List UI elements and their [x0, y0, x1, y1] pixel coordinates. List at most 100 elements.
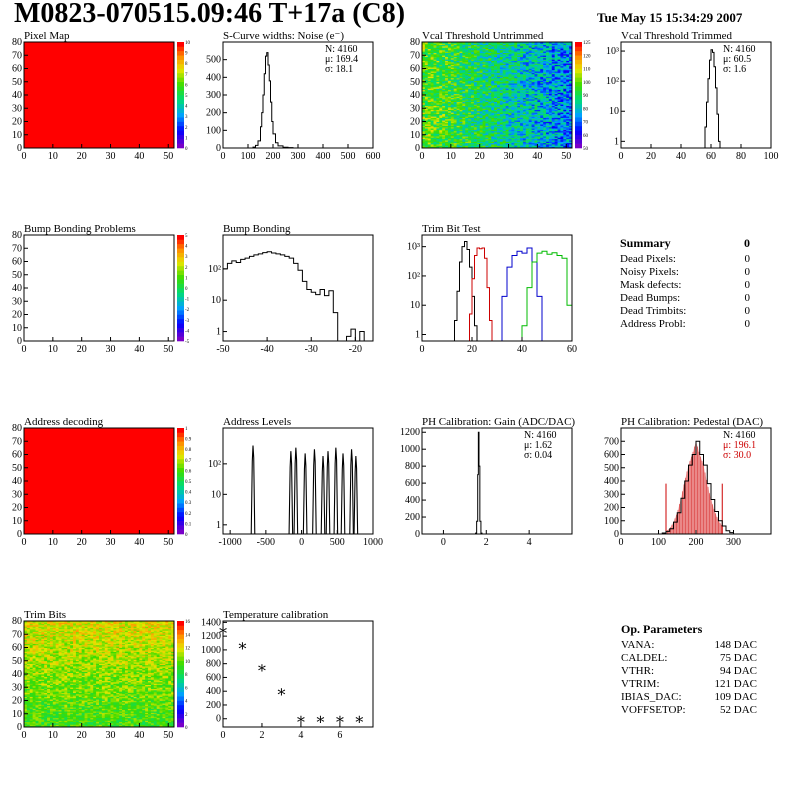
- x-tick-label: 0: [441, 537, 446, 548]
- colorbar-segment: [575, 95, 582, 100]
- y-tick-label: 10: [410, 130, 420, 141]
- x-tick-label: 200: [266, 151, 281, 162]
- date-stamp: Tue May 15 15:34:29 2007: [597, 10, 742, 26]
- chart-title: Pixel Map: [24, 30, 70, 42]
- colorbar-segment: [575, 108, 582, 113]
- colorbar-label: 3: [185, 255, 188, 260]
- y-tick-label: 70: [12, 436, 22, 447]
- colorbar-label: 9: [185, 52, 188, 57]
- colorbar-segment: [177, 91, 184, 96]
- colorbar-label: 0: [185, 147, 188, 152]
- series-peak: [313, 449, 317, 534]
- y-tick-label: 70: [12, 50, 22, 61]
- x-tick-label: 20: [77, 151, 87, 162]
- x-tick-label: 20: [646, 151, 656, 162]
- series-peak: [294, 448, 298, 534]
- x-tick-label: 20: [77, 344, 87, 355]
- colorbar-segment: [177, 266, 184, 271]
- series-peak: [251, 445, 255, 534]
- colorbar-segment: [177, 139, 184, 144]
- colorbar-label: 120: [583, 54, 591, 59]
- colorbar-segment: [177, 64, 184, 69]
- x-tick-label: 500: [341, 151, 356, 162]
- x-tick-label: 50: [561, 151, 571, 162]
- colorbar-segment: [177, 428, 184, 433]
- colorbar-segment: [177, 117, 184, 122]
- series-line: [517, 251, 572, 341]
- colorbar-label: 80: [583, 107, 589, 112]
- colorbar-label: 125: [583, 41, 591, 46]
- y-tick-label: 10³: [407, 242, 420, 253]
- series-peak: [321, 456, 325, 534]
- colorbar-label: 60: [583, 134, 589, 139]
- colorbar-segment: [575, 104, 582, 109]
- x-tick-label: 0: [221, 151, 226, 162]
- x-tick-label: 30: [106, 537, 116, 548]
- colorbar-label: 0.8: [185, 448, 192, 453]
- colorbar-segment: [177, 122, 184, 127]
- x-tick-label: 300: [726, 537, 741, 548]
- x-tick-label: 100: [764, 151, 779, 162]
- stats-text: σ: 18.1: [325, 64, 353, 75]
- y-tick-label: 0: [17, 336, 22, 347]
- colorbar-segment: [575, 77, 582, 82]
- x-tick-label: 10: [446, 151, 456, 162]
- y-tick-label: 60: [410, 64, 420, 75]
- x-tick-label: 0: [619, 151, 624, 162]
- colorbar-segment: [575, 126, 582, 131]
- colorbar-segment: [177, 135, 184, 140]
- colorbar-segment: [177, 319, 184, 324]
- y-tick-label: 10²: [407, 271, 420, 282]
- series-line: [475, 432, 483, 534]
- colorbar-label: 3: [185, 115, 188, 120]
- colorbar-label: 4: [185, 245, 188, 250]
- colorbar-segment: [177, 253, 184, 258]
- x-tick-label: 0: [619, 537, 624, 548]
- colorbar-segment: [177, 51, 184, 56]
- plot-frame: [223, 235, 373, 341]
- colorbar-segment: [177, 292, 184, 297]
- y-tick-label: 40: [12, 283, 22, 294]
- colorbar-segment: [575, 51, 582, 56]
- colorbar-label: -1: [185, 298, 190, 303]
- colorbar-segment: [177, 288, 184, 293]
- y-tick-label: 0: [614, 529, 619, 540]
- x-tick-label: 0: [299, 537, 304, 548]
- chart-title: Address Levels: [223, 416, 291, 428]
- heatmap-cells: [24, 428, 174, 534]
- colorbar-segment: [575, 113, 582, 118]
- x-tick-label: 400: [316, 151, 331, 162]
- chart-title: Bump Bonding: [223, 223, 291, 235]
- x-tick-label: 80: [736, 151, 746, 162]
- x-tick-label: 30: [106, 151, 116, 162]
- colorbar-segment: [177, 477, 184, 482]
- y-tick-label: 0: [216, 143, 221, 154]
- colorbar-label: 0.3: [185, 501, 192, 506]
- colorbar-segment: [177, 441, 184, 446]
- heatmap-fill: [24, 428, 174, 534]
- colorbar-segment: [177, 144, 184, 149]
- y-tick-label: 40: [12, 476, 22, 487]
- heatmap-cells: [24, 621, 174, 727]
- colorbar-segment: [177, 130, 184, 135]
- colorbar-label: 5: [185, 94, 188, 99]
- colorbar-label: 100: [583, 81, 591, 86]
- stats-text: σ: 1.6: [723, 64, 746, 75]
- x-tick-label: 50: [163, 537, 173, 548]
- y-tick-label: 20: [410, 117, 420, 128]
- colorbar-segment: [177, 472, 184, 477]
- colorbar-label: 0: [185, 533, 188, 538]
- colorbar-label: 90: [583, 94, 589, 99]
- x-tick-label: -1000: [218, 537, 241, 548]
- y-tick-label: 20: [12, 503, 22, 514]
- colorbar-segment: [177, 126, 184, 131]
- y-tick-label: 10: [211, 489, 221, 500]
- colorbar-segment: [177, 530, 184, 535]
- x-tick-label: 0: [420, 151, 425, 162]
- colorbar-segment: [177, 503, 184, 508]
